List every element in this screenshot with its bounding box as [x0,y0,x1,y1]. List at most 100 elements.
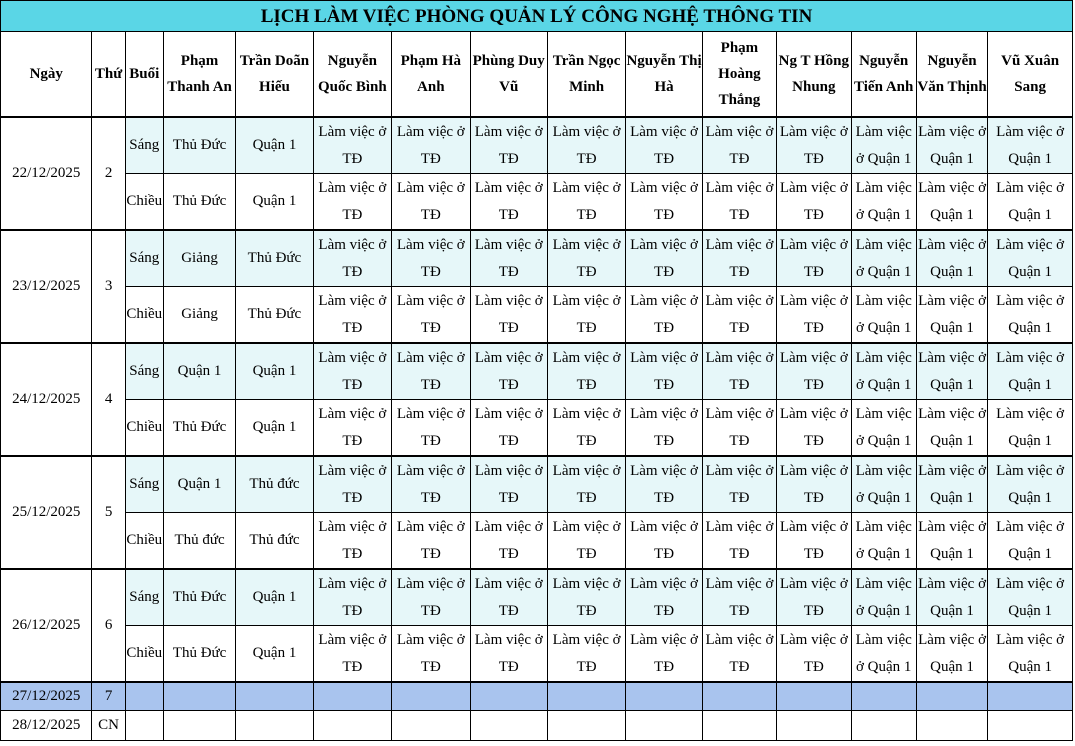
schedule-cell[interactable]: Thủ đức [235,455,314,513]
schedule-cell[interactable]: Giảng [162,229,237,287]
schedule-cell[interactable]: Thủ Đức [235,229,314,287]
schedule-cell[interactable]: Làm việc ở TĐ [312,173,393,231]
schedule-cell[interactable]: Làm việc ở Quận 1 [987,116,1073,174]
date-cell[interactable]: 27/12/2025 [0,681,93,711]
header-session[interactable]: Buổi [124,31,164,118]
empty-cell[interactable] [776,710,852,741]
schedule-cell[interactable]: Làm việc ở TĐ [312,116,393,174]
weekday-cell[interactable]: 5 [91,455,126,570]
session-cell[interactable]: Sáng [124,116,164,174]
schedule-cell[interactable]: Làm việc ở Quận 1 [915,625,989,683]
schedule-cell[interactable]: Làm việc ở TĐ [546,286,627,344]
schedule-cell[interactable]: Làm việc ở Quận 1 [850,116,917,174]
schedule-cell[interactable]: Làm việc ở TĐ [625,455,703,513]
session-cell[interactable]: Chiều [124,286,164,344]
schedule-cell[interactable]: Làm việc ở TĐ [312,229,393,287]
schedule-cell[interactable]: Làm việc ở TĐ [701,342,778,400]
empty-cell[interactable] [391,681,471,711]
schedule-cell[interactable]: Làm việc ở TĐ [701,568,778,626]
schedule-cell[interactable]: Làm việc ở Quận 1 [987,342,1073,400]
schedule-cell[interactable]: Làm việc ở Quận 1 [850,625,917,683]
schedule-cell[interactable]: Làm việc ở TĐ [469,625,548,683]
schedule-cell[interactable]: Làm việc ở Quận 1 [915,116,989,174]
schedule-cell[interactable]: Làm việc ở TĐ [469,512,548,570]
schedule-cell[interactable]: Thủ đức [235,512,314,570]
schedule-cell[interactable]: Làm việc ở TĐ [469,229,548,287]
empty-cell[interactable] [312,710,393,741]
empty-cell[interactable] [625,710,703,741]
weekday-cell[interactable]: 6 [91,568,126,683]
schedule-cell[interactable]: Làm việc ở TĐ [776,399,852,457]
empty-cell[interactable] [546,710,627,741]
header-date[interactable]: Ngày [0,31,93,118]
schedule-cell[interactable]: Quận 1 [235,399,314,457]
empty-cell[interactable] [469,710,548,741]
empty-cell[interactable] [850,710,917,741]
empty-cell[interactable] [124,681,164,711]
schedule-cell[interactable]: Thủ Đức [162,568,237,626]
weekday-cell[interactable]: 2 [91,116,126,231]
schedule-cell[interactable]: Làm việc ở TĐ [312,399,393,457]
schedule-cell[interactable]: Thủ Đức [162,625,237,683]
schedule-cell[interactable]: Làm việc ở TĐ [312,625,393,683]
session-cell[interactable]: Sáng [124,342,164,400]
schedule-cell[interactable]: Quận 1 [162,455,237,513]
schedule-cell[interactable]: Làm việc ở Quận 1 [850,568,917,626]
empty-cell[interactable] [235,710,314,741]
session-cell[interactable]: Chiều [124,173,164,231]
schedule-cell[interactable]: Làm việc ở TĐ [391,229,471,287]
weekday-cell[interactable]: CN [91,710,126,741]
header-staff[interactable]: Nguyễn Văn Thịnh [915,31,989,118]
schedule-cell[interactable]: Làm việc ở TĐ [701,286,778,344]
schedule-cell[interactable]: Làm việc ở Quận 1 [850,286,917,344]
empty-cell[interactable] [235,681,314,711]
session-cell[interactable]: Sáng [124,568,164,626]
schedule-cell[interactable]: Làm việc ở TĐ [469,116,548,174]
schedule-cell[interactable]: Làm việc ở TĐ [546,116,627,174]
schedule-cell[interactable]: Làm việc ở TĐ [546,625,627,683]
empty-cell[interactable] [915,710,989,741]
schedule-cell[interactable]: Làm việc ở TĐ [625,399,703,457]
schedule-cell[interactable]: Làm việc ở Quận 1 [987,229,1073,287]
empty-cell[interactable] [162,710,237,741]
schedule-cell[interactable]: Làm việc ở TĐ [391,173,471,231]
date-cell[interactable]: 22/12/2025 [0,116,93,231]
empty-cell[interactable] [469,681,548,711]
schedule-cell[interactable]: Làm việc ở TĐ [312,512,393,570]
schedule-cell[interactable]: Làm việc ở TĐ [625,286,703,344]
schedule-cell[interactable]: Làm việc ở TĐ [776,512,852,570]
empty-cell[interactable] [850,681,917,711]
weekday-cell[interactable]: 4 [91,342,126,457]
header-staff[interactable]: Phạm Hà Anh [391,31,471,118]
header-staff[interactable]: Phùng Duy Vũ [469,31,548,118]
schedule-cell[interactable]: Làm việc ở TĐ [391,116,471,174]
schedule-cell[interactable]: Làm việc ở TĐ [776,286,852,344]
schedule-cell[interactable]: Làm việc ở TĐ [312,455,393,513]
schedule-cell[interactable]: Làm việc ở TĐ [312,568,393,626]
schedule-cell[interactable]: Làm việc ở TĐ [546,229,627,287]
schedule-cell[interactable]: Làm việc ở TĐ [776,116,852,174]
schedule-cell[interactable]: Làm việc ở TĐ [625,342,703,400]
empty-cell[interactable] [124,710,164,741]
schedule-cell[interactable]: Làm việc ở TĐ [312,286,393,344]
schedule-cell[interactable]: Làm việc ở TĐ [625,173,703,231]
date-cell[interactable]: 28/12/2025 [0,710,93,741]
empty-cell[interactable] [546,681,627,711]
header-staff[interactable]: Phạm Thanh An [162,31,237,118]
schedule-cell[interactable]: Làm việc ở Quận 1 [915,342,989,400]
session-cell[interactable]: Chiều [124,625,164,683]
header-staff[interactable]: Phạm Hoàng Thắng [701,31,778,118]
schedule-cell[interactable]: Quận 1 [235,342,314,400]
date-cell[interactable]: 24/12/2025 [0,342,93,457]
schedule-cell[interactable]: Làm việc ở TĐ [776,342,852,400]
empty-cell[interactable] [391,710,471,741]
session-cell[interactable]: Chiều [124,512,164,570]
session-cell[interactable]: Sáng [124,229,164,287]
schedule-cell[interactable]: Làm việc ở Quận 1 [987,455,1073,513]
schedule-cell[interactable]: Thủ Đức [162,116,237,174]
empty-cell[interactable] [312,681,393,711]
empty-cell[interactable] [701,681,778,711]
schedule-cell[interactable]: Làm việc ở Quận 1 [915,512,989,570]
header-staff[interactable]: Ng T Hồng Nhung [776,31,852,118]
empty-cell[interactable] [987,681,1073,711]
